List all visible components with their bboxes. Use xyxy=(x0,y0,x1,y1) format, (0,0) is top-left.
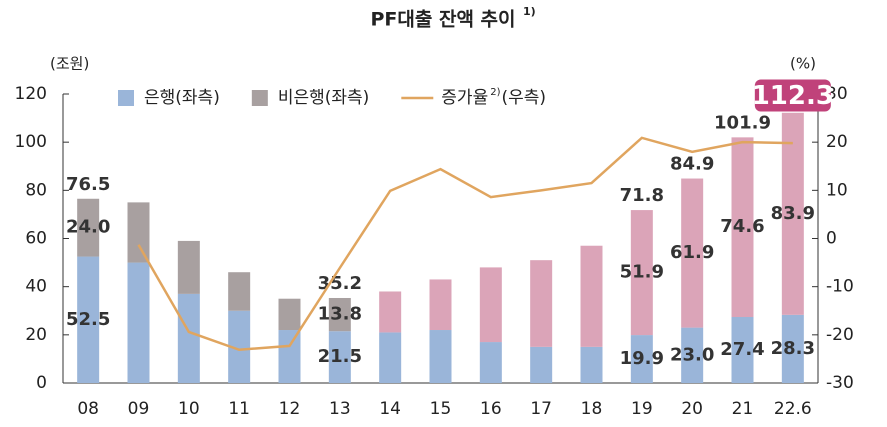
legend-swatch xyxy=(251,90,268,106)
value-label: 24.0 xyxy=(66,217,110,238)
y2-tick-label: 10 xyxy=(826,180,848,200)
total-label: 84.9 xyxy=(670,154,714,175)
x-tick-label: 22.6 xyxy=(774,399,812,419)
y2-tick-label: 30 xyxy=(826,84,848,104)
bar xyxy=(530,260,553,347)
bar xyxy=(379,332,402,383)
bar xyxy=(177,240,200,294)
y-tick-label: 80 xyxy=(25,180,47,200)
value-label: 27.4 xyxy=(720,339,764,360)
x-tick-label: 13 xyxy=(329,399,351,419)
total-label: 76.5 xyxy=(66,174,110,195)
chart-title: PF대출 잔액 추이 xyxy=(370,9,515,31)
bar xyxy=(278,330,301,383)
bar xyxy=(228,310,251,383)
total-label: 35.2 xyxy=(318,273,362,294)
x-tick-label: 17 xyxy=(530,399,552,419)
bar xyxy=(731,317,754,383)
legend-item: 은행(좌측) xyxy=(118,88,220,108)
bar xyxy=(77,256,100,383)
bar xyxy=(177,293,200,383)
legend-label: 증가율 xyxy=(441,88,488,108)
value-label: 74.6 xyxy=(720,216,764,237)
legend-label: (우측) xyxy=(501,88,546,108)
total-label: 112.3 xyxy=(752,81,834,111)
x-tick-label: 14 xyxy=(379,399,401,419)
bar xyxy=(781,314,804,383)
total-label: 71.8 xyxy=(620,185,664,206)
value-label: 52.5 xyxy=(66,309,110,330)
value-label: 13.8 xyxy=(318,304,362,325)
y-tick-label: 60 xyxy=(25,229,47,249)
y-tick-label: 0 xyxy=(36,373,47,393)
bar xyxy=(731,137,754,318)
x-tick-label: 18 xyxy=(581,399,603,419)
bar xyxy=(429,330,452,383)
x-tick-label: 20 xyxy=(681,399,703,419)
bar xyxy=(781,112,804,315)
legend-note: 2) xyxy=(490,87,500,98)
value-label: 19.9 xyxy=(620,348,664,369)
x-tick-label: 21 xyxy=(732,399,754,419)
y2-tick-label: 0 xyxy=(826,229,837,249)
bar xyxy=(530,346,553,383)
bar xyxy=(328,297,351,332)
total-highlight xyxy=(754,79,831,112)
value-label: 51.9 xyxy=(620,262,664,283)
bar xyxy=(630,335,653,383)
x-tick-label: 16 xyxy=(480,399,502,419)
x-tick-label: 15 xyxy=(430,399,452,419)
value-label: 23.0 xyxy=(670,344,714,365)
value-label: 83.9 xyxy=(771,203,815,224)
y2-tick-label: -30 xyxy=(826,373,854,393)
value-label: 28.3 xyxy=(771,338,815,359)
y-unit: (조원) xyxy=(50,55,89,73)
y-tick-label: 100 xyxy=(15,132,47,152)
bar xyxy=(278,298,301,331)
y2-unit: (%) xyxy=(790,55,816,73)
y2-tick-label: -20 xyxy=(826,325,854,345)
title-note: 1) xyxy=(523,5,536,18)
bar xyxy=(681,327,704,383)
bars xyxy=(77,112,804,383)
x-tick-label: 10 xyxy=(178,399,200,419)
x-tick-label: 19 xyxy=(631,399,653,419)
bar xyxy=(379,291,402,333)
legend-swatch xyxy=(118,90,134,106)
bar xyxy=(479,267,502,343)
bar xyxy=(228,272,251,311)
value-label: 61.9 xyxy=(670,242,714,263)
legend-item: 비은행(좌측) xyxy=(251,88,369,108)
y2-tick-label: 20 xyxy=(826,132,848,152)
bar xyxy=(630,210,653,336)
bar xyxy=(580,346,603,383)
legend-label: 비은행(좌측) xyxy=(278,88,369,108)
legend-label: 은행(좌측) xyxy=(144,88,220,108)
bar xyxy=(479,342,502,383)
x-tick-label: 09 xyxy=(128,399,150,419)
x-tick-label: 08 xyxy=(77,399,99,419)
bar xyxy=(429,279,452,331)
total-label: 101.9 xyxy=(714,113,771,134)
bar xyxy=(580,245,603,347)
line xyxy=(137,136,793,352)
x-tick-label: 12 xyxy=(279,399,301,419)
y-tick-label: 120 xyxy=(15,84,47,104)
legend-item: 증가율 2) (우측) xyxy=(401,87,546,108)
bar xyxy=(328,331,351,383)
value-label: 21.5 xyxy=(318,346,362,367)
y2-tick-label: -10 xyxy=(826,277,854,297)
x-tick-label: 11 xyxy=(228,399,250,419)
y-tick-label: 20 xyxy=(25,325,47,345)
bar xyxy=(127,262,150,383)
bar xyxy=(681,178,704,328)
bar xyxy=(127,202,150,263)
y-tick-label: 40 xyxy=(25,277,47,297)
bar xyxy=(77,198,100,257)
